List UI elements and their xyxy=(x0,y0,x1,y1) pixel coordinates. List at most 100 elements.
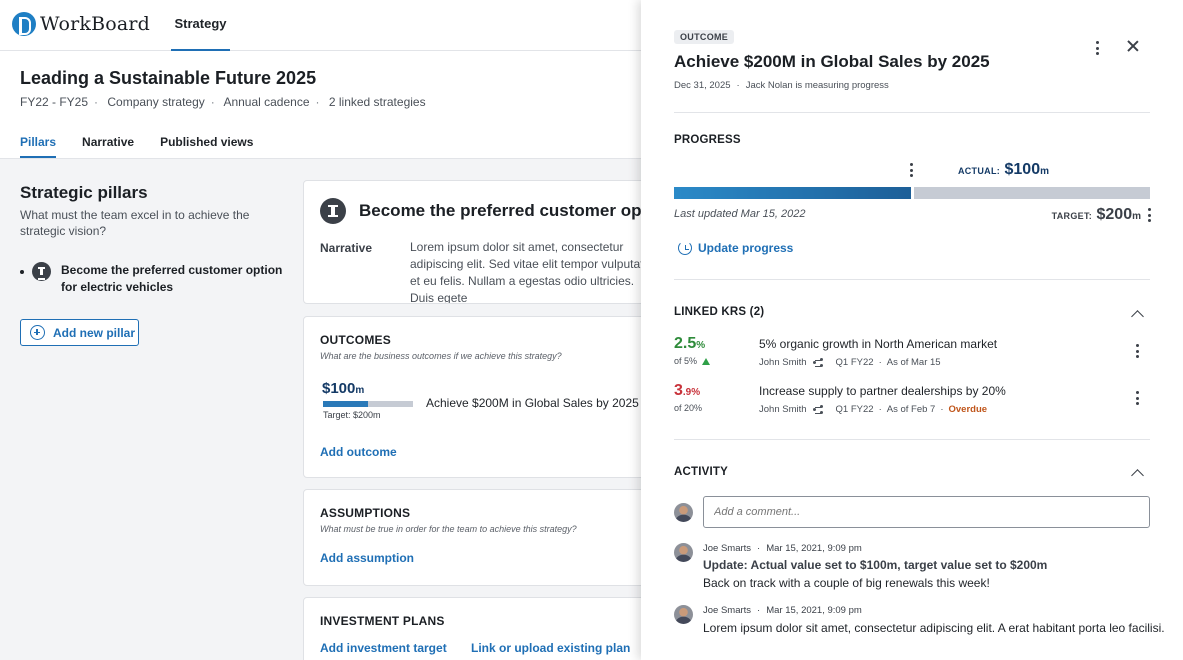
investment-plans-card: INVESTMENT PLANS Add investment target L… xyxy=(303,597,641,660)
kr-name: 5% organic growth in North American mark… xyxy=(759,337,998,351)
outcome-detail-panel: OUTCOME Achieve $200M in Global Sales by… xyxy=(641,0,1183,660)
current-user-avatar xyxy=(674,503,693,522)
more-options-icon[interactable] xyxy=(1096,41,1100,58)
actual-unit: m xyxy=(1040,166,1049,177)
activity-author: Joe Smarts xyxy=(703,605,752,616)
target-label: TARGET: xyxy=(1051,211,1093,221)
activity-update-title: Update: Actual value set to $100m, targe… xyxy=(703,558,1048,572)
kr-meta: John Smith Q1 FY22 · As of Mar 15 xyxy=(759,357,941,368)
outcome-row[interactable]: $100m Target: $200m Achieve $200M in Glo… xyxy=(322,380,641,426)
kr-percent-unit: % xyxy=(696,340,706,351)
add-assumption-link[interactable]: Add assumption xyxy=(320,551,415,565)
divider xyxy=(674,112,1150,113)
update-progress-label: Update progress xyxy=(698,241,794,255)
progress-title: PROGRESS xyxy=(674,134,741,146)
target-marker-handle[interactable] xyxy=(1148,208,1152,225)
kr-row[interactable]: 3.9% of 20% Increase supply to partner d… xyxy=(674,382,1150,422)
divider xyxy=(674,439,1150,440)
outcome-name: Achieve $200M in Global Sales by 2025 xyxy=(426,396,639,410)
actual-marker-handle[interactable] xyxy=(910,163,914,180)
activity-time: Mar 15, 2021, 9:09 pm xyxy=(766,543,862,554)
panel-meta: Dec 31, 2025 · Jack Nolan is measuring pro… xyxy=(674,80,889,91)
tab-narrative[interactable]: Narrative xyxy=(82,135,135,149)
due-date: Dec 31, 2025 xyxy=(674,80,731,91)
outcome-progress-bar xyxy=(323,401,413,407)
actual-label: ACTUAL: xyxy=(957,166,1001,176)
progress-bar xyxy=(674,187,1150,199)
measurer-text: Jack Nolan is measuring progress xyxy=(745,80,889,91)
add-investment-target-link[interactable]: Add investment target xyxy=(320,641,447,655)
add-outcome-link[interactable]: Add outcome xyxy=(320,445,397,459)
actual-amount: $100 xyxy=(1004,161,1041,178)
kr-row[interactable]: 2.5% of 5% 5% organic growth in North Am… xyxy=(674,335,1150,375)
target-amount: $200 xyxy=(1096,206,1133,223)
kr-meta: John Smith Q1 FY22 · As of Feb 7 · Overd… xyxy=(759,404,988,415)
kr-owner: John Smith xyxy=(759,404,807,415)
workboard-logo[interactable]: WorkBoard xyxy=(12,12,150,36)
outcome-value-amount: $100 xyxy=(322,380,356,397)
target-unit: m xyxy=(1132,211,1141,222)
meta-linked[interactable]: 2 linked strategies xyxy=(328,95,426,109)
chevron-up-icon[interactable] xyxy=(1131,310,1144,323)
tab-pillars[interactable]: Pillars xyxy=(20,135,57,158)
bullet-icon xyxy=(20,270,24,274)
tab-published-views[interactable]: Published views xyxy=(160,135,254,149)
kr-more-options-icon[interactable] xyxy=(1136,344,1140,361)
strategy-tabs: Pillars Narrative Published views xyxy=(20,135,279,158)
outcome-target: Target: $200m xyxy=(323,410,381,420)
trend-up-icon xyxy=(702,358,711,365)
link-upload-plan-link[interactable]: Link or upload existing plan xyxy=(471,641,631,655)
progress-bar-remaining xyxy=(914,187,1150,199)
kr-percent-unit: .9% xyxy=(682,387,701,398)
pillar-card: Become the preferred customer option for… xyxy=(303,180,641,304)
overdue-status: Overdue xyxy=(948,404,988,415)
outcomes-subtitle: What are the business outcomes if we ach… xyxy=(320,351,562,361)
add-new-pillar-button[interactable]: Add new pillar xyxy=(20,319,139,346)
hierarchy-icon xyxy=(812,405,824,414)
activity-text: Lorem ipsum dolor sit amet, consectetur … xyxy=(703,621,1165,635)
close-icon[interactable] xyxy=(1125,38,1141,54)
progress-bar-fill xyxy=(674,187,911,199)
kr-name: Increase supply to partner dealerships b… xyxy=(759,384,1006,398)
workboard-logo-icon xyxy=(12,12,36,36)
meta-type: Company strategy xyxy=(107,95,205,109)
activity-meta: Joe Smarts · Mar 15, 2021, 9:09 pm xyxy=(703,605,862,616)
kr-of-target: of 20% xyxy=(674,403,703,413)
kr-percent: 2.5% xyxy=(674,335,705,353)
comment-input[interactable] xyxy=(703,496,1150,528)
update-progress-button[interactable]: Update progress xyxy=(678,241,793,255)
chevron-up-icon[interactable] xyxy=(1131,469,1144,482)
divider xyxy=(674,279,1150,280)
linked-krs-title: LINKED KRS (2) xyxy=(674,306,765,318)
assumptions-card: ASSUMPTIONS What must be true in order f… xyxy=(303,489,641,586)
actual-number: $100m xyxy=(1005,161,1050,178)
assumptions-subtitle: What must be true in order for the team … xyxy=(320,524,577,534)
kr-of-target: of 5% xyxy=(674,356,711,366)
narrative-text: Lorem ipsum dolor sit amet, consectetur … xyxy=(410,240,641,304)
outcomes-card: OUTCOMES What are the business outcomes … xyxy=(303,316,641,478)
target-value: TARGET: $200m xyxy=(931,206,1141,224)
kr-more-options-icon[interactable] xyxy=(1136,391,1140,408)
plus-circle-icon xyxy=(30,325,45,340)
outcome-value: $100m xyxy=(322,380,364,397)
kr-percent: 3.9% xyxy=(674,382,700,400)
pillar-card-title: Become the preferred customer option for… xyxy=(359,201,641,220)
pillars-subtitle: What must the team excel in to achieve t… xyxy=(20,208,250,238)
hierarchy-icon xyxy=(812,358,824,367)
brand-name: WorkBoard xyxy=(40,13,151,35)
pillar-list-item[interactable]: Become the preferred customer option for… xyxy=(20,262,290,296)
activity-time: Mar 15, 2021, 9:09 pm xyxy=(766,605,862,616)
assumptions-title: ASSUMPTIONS xyxy=(320,506,411,520)
kr-period: Q1 FY22 xyxy=(835,404,874,415)
strategy-meta: FY22 - FY25 · Company strategy · Annual ca… xyxy=(20,95,426,109)
activity-text: Back on track with a couple of big renew… xyxy=(703,576,990,590)
activity-author: Joe Smarts xyxy=(703,543,752,554)
last-updated: Last updated Mar 15, 2022 xyxy=(674,208,806,220)
kr-owner: John Smith xyxy=(759,357,807,368)
outcomes-title: OUTCOMES xyxy=(320,333,391,347)
kr-percent-value: 2.5 xyxy=(674,335,697,352)
outcome-value-unit: m xyxy=(355,385,365,396)
nav-tab-strategy[interactable]: Strategy xyxy=(171,0,230,51)
strategy-main: Leading a Sustainable Future 2025 FY22 -… xyxy=(0,51,641,660)
kr-target-text: of 5% xyxy=(674,356,698,366)
